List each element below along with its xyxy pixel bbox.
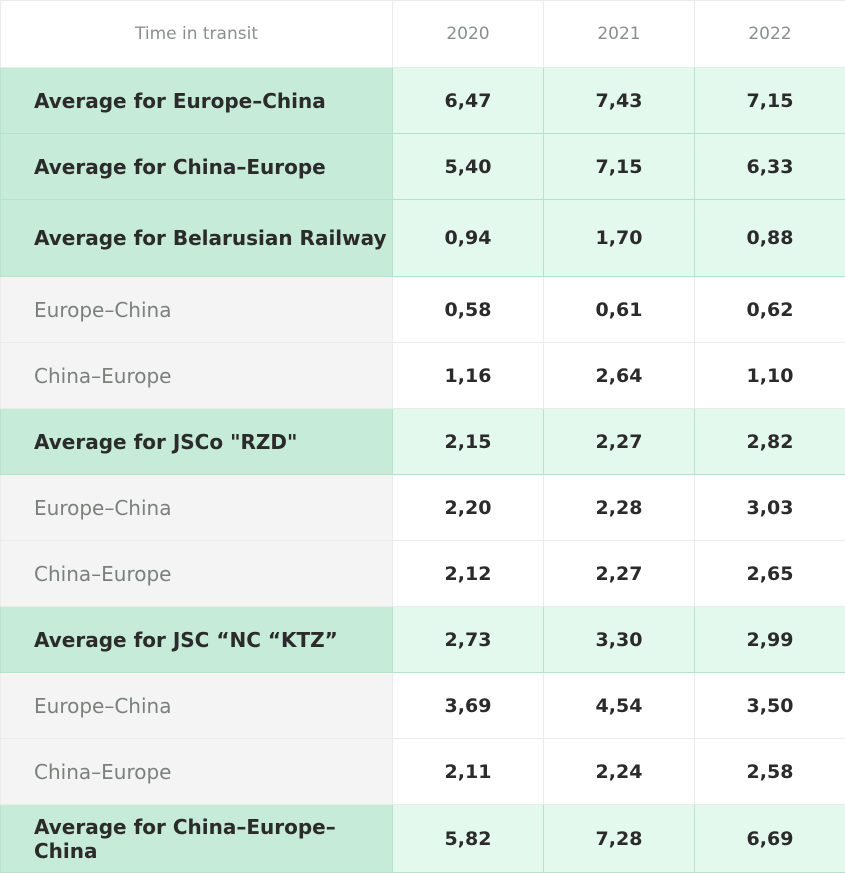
value-cell-2021: 7,28 bbox=[543, 804, 695, 873]
value-cell-2020: 6,47 bbox=[392, 67, 544, 134]
value-cell-2020: 2,15 bbox=[392, 408, 544, 475]
row-label: Europe–China bbox=[0, 474, 393, 541]
value-cell-2020: 2,11 bbox=[392, 738, 544, 805]
row-label: Average for JSC “NC “KTZ” bbox=[0, 606, 393, 673]
table-row: China–Europe 1,16 2,64 1,10 bbox=[0, 342, 845, 409]
row-label: China–Europe bbox=[0, 540, 393, 607]
average-row: Average for Europe–China 6,47 7,43 7,15 bbox=[0, 67, 845, 134]
value-cell-2021: 2,64 bbox=[543, 342, 695, 409]
value-cell-2022: 1,10 bbox=[694, 342, 845, 409]
value-cell-2021: 4,54 bbox=[543, 672, 695, 739]
table-header-row: Time in transit 2020 2021 2022 bbox=[0, 0, 845, 68]
value-cell-2022: 2,65 bbox=[694, 540, 845, 607]
value-cell-2020: 0,58 bbox=[392, 276, 544, 343]
table-body: Average for Europe–China 6,47 7,43 7,15 Aver… bbox=[0, 67, 845, 873]
table-row: Europe–China 2,20 2,28 3,03 bbox=[0, 474, 845, 541]
value-cell-2022: 2,99 bbox=[694, 606, 845, 673]
value-cell-2021: 7,43 bbox=[543, 67, 695, 134]
value-cell-2020: 0,94 bbox=[392, 199, 544, 277]
value-cell-2022: 2,82 bbox=[694, 408, 845, 475]
header-year-2021: 2021 bbox=[543, 0, 695, 68]
row-label: Europe–China bbox=[0, 672, 393, 739]
row-label: Average for China–Europe bbox=[0, 133, 393, 200]
row-label: Average for JSCo "RZD" bbox=[0, 408, 393, 475]
value-cell-2022: 3,50 bbox=[694, 672, 845, 739]
row-label: Average for China–Europe–China bbox=[0, 804, 393, 873]
value-cell-2021: 2,24 bbox=[543, 738, 695, 805]
value-cell-2022: 6,33 bbox=[694, 133, 845, 200]
value-cell-2021: 0,61 bbox=[543, 276, 695, 343]
value-cell-2022: 2,58 bbox=[694, 738, 845, 805]
row-label: China–Europe bbox=[0, 342, 393, 409]
value-cell-2020: 2,12 bbox=[392, 540, 544, 607]
row-label: Average for Europe–China bbox=[0, 67, 393, 134]
value-cell-2021: 2,27 bbox=[543, 408, 695, 475]
row-label: China–Europe bbox=[0, 738, 393, 805]
table-row: Europe–China 0,58 0,61 0,62 bbox=[0, 276, 845, 343]
value-cell-2020: 3,69 bbox=[392, 672, 544, 739]
value-cell-2020: 5,82 bbox=[392, 804, 544, 873]
value-cell-2022: 0,62 bbox=[694, 276, 845, 343]
table-row: Europe–China 3,69 4,54 3,50 bbox=[0, 672, 845, 739]
value-cell-2020: 1,16 bbox=[392, 342, 544, 409]
average-row: Average for Belarusian Railway 0,94 1,70 0,… bbox=[0, 199, 845, 277]
header-year-2022: 2022 bbox=[694, 0, 845, 68]
table-row: China–Europe 2,11 2,24 2,58 bbox=[0, 738, 845, 805]
average-row: Average for China–Europe 5,40 7,15 6,33 bbox=[0, 133, 845, 200]
value-cell-2022: 6,69 bbox=[694, 804, 845, 873]
table-row: China–Europe 2,12 2,27 2,65 bbox=[0, 540, 845, 607]
value-cell-2021: 3,30 bbox=[543, 606, 695, 673]
row-label: Average for Belarusian Railway bbox=[0, 199, 393, 277]
value-cell-2021: 2,28 bbox=[543, 474, 695, 541]
average-row: Average for China–Europe–China 5,82 7,28 6,… bbox=[0, 804, 845, 873]
header-time-in-transit: Time in transit bbox=[0, 0, 393, 68]
value-cell-2021: 7,15 bbox=[543, 133, 695, 200]
average-row: Average for JSCo "RZD" 2,15 2,27 2,82 bbox=[0, 408, 845, 475]
header-year-2020: 2020 bbox=[392, 0, 544, 68]
value-cell-2020: 2,20 bbox=[392, 474, 544, 541]
value-cell-2022: 7,15 bbox=[694, 67, 845, 134]
average-row: Average for JSC “NC “KTZ” 2,73 3,30 2,99 bbox=[0, 606, 845, 673]
value-cell-2020: 5,40 bbox=[392, 133, 544, 200]
value-cell-2020: 2,73 bbox=[392, 606, 544, 673]
value-cell-2022: 3,03 bbox=[694, 474, 845, 541]
value-cell-2022: 0,88 bbox=[694, 199, 845, 277]
row-label: Europe–China bbox=[0, 276, 393, 343]
value-cell-2021: 1,70 bbox=[543, 199, 695, 277]
value-cell-2021: 2,27 bbox=[543, 540, 695, 607]
